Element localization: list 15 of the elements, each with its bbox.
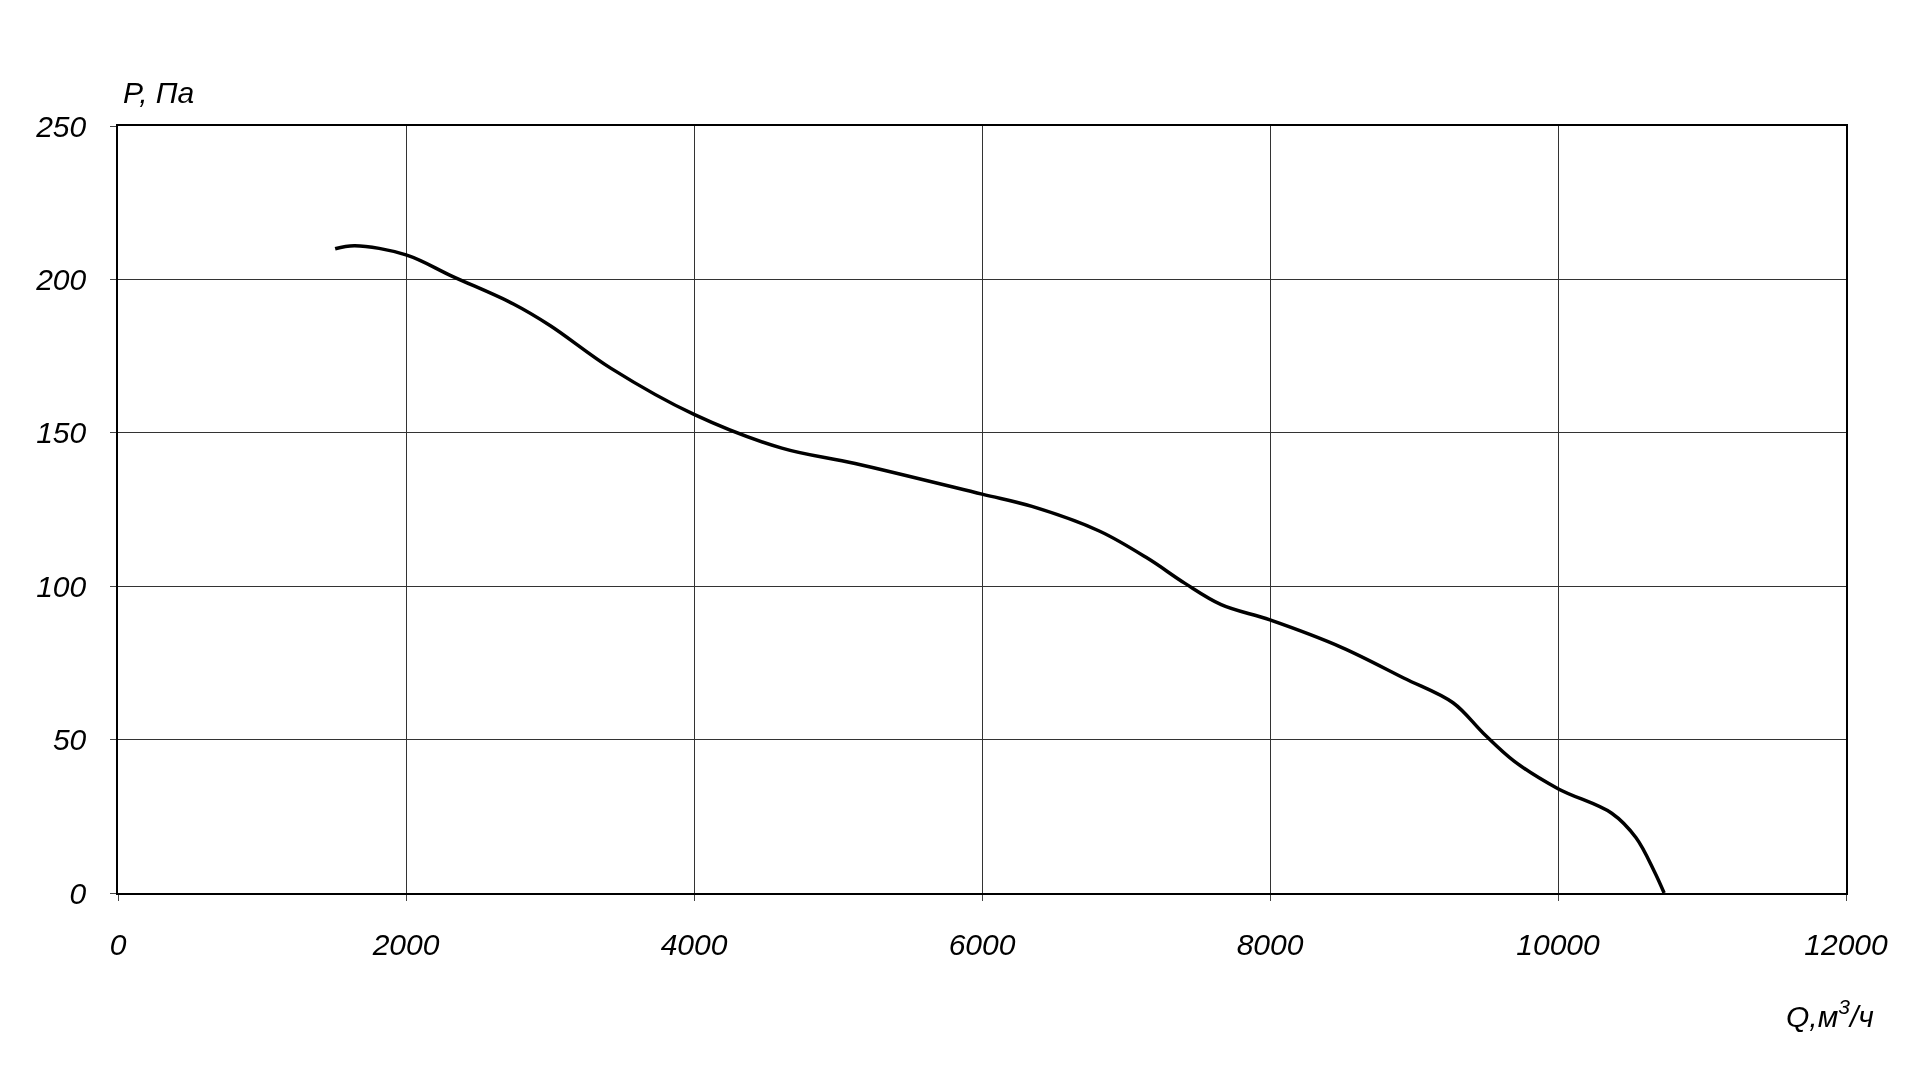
x-tick-label: 2000 (371, 927, 440, 961)
y-tick-label: 100 (36, 569, 87, 603)
x-tick-label: 8000 (1236, 927, 1304, 961)
x-tick-label: 10000 (1516, 927, 1601, 961)
x-tick-label: 0 (109, 927, 127, 961)
x-tick-label: 6000 (948, 927, 1016, 961)
y-tick-label: 50 (52, 723, 87, 757)
y-tick-label: 200 (35, 262, 87, 296)
y-tick-label: 150 (36, 416, 87, 450)
y-tick-label: 0 (69, 876, 87, 910)
x-axis-title: Q,м$^{3}$/ч (1786, 995, 1874, 1033)
y-axis-title: P, Па (123, 76, 195, 109)
x-tick-label: 4000 (660, 927, 728, 961)
x-tick-label: 12000 (1804, 927, 1889, 961)
y-tick-label: 250 (35, 109, 87, 143)
